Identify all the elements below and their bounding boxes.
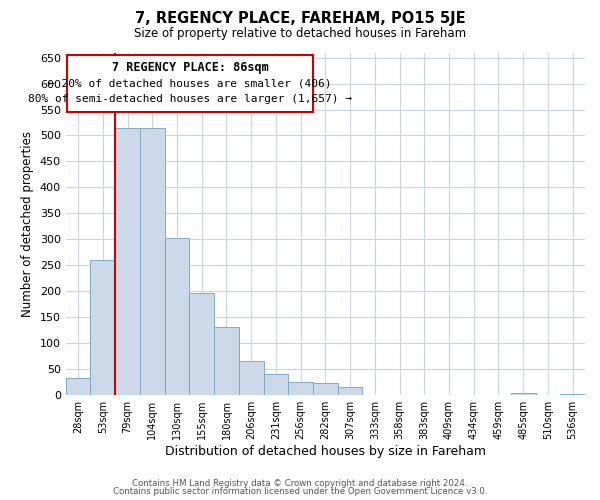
Bar bbox=[190, 292, 214, 394]
Bar bbox=[313, 384, 338, 394]
Text: 7, REGENCY PLACE, FAREHAM, PO15 5JE: 7, REGENCY PLACE, FAREHAM, PO15 5JE bbox=[134, 11, 466, 26]
Bar bbox=[511, 393, 536, 394]
Y-axis label: Number of detached properties: Number of detached properties bbox=[21, 130, 34, 316]
Bar bbox=[338, 387, 362, 394]
Bar bbox=[66, 378, 91, 394]
Text: 7 REGENCY PLACE: 86sqm: 7 REGENCY PLACE: 86sqm bbox=[112, 62, 268, 74]
Bar bbox=[239, 361, 263, 394]
X-axis label: Distribution of detached houses by size in Fareham: Distribution of detached houses by size … bbox=[165, 444, 486, 458]
Bar bbox=[140, 128, 164, 394]
Bar bbox=[164, 238, 190, 394]
Text: ← 20% of detached houses are smaller (406): ← 20% of detached houses are smaller (40… bbox=[48, 78, 332, 88]
Text: Contains public sector information licensed under the Open Government Licence v3: Contains public sector information licen… bbox=[113, 487, 487, 496]
Bar bbox=[91, 260, 115, 394]
Text: Contains HM Land Registry data © Crown copyright and database right 2024.: Contains HM Land Registry data © Crown c… bbox=[132, 478, 468, 488]
Bar bbox=[263, 374, 288, 394]
Bar bbox=[67, 55, 313, 112]
Text: Size of property relative to detached houses in Fareham: Size of property relative to detached ho… bbox=[134, 28, 466, 40]
Bar bbox=[115, 128, 140, 394]
Text: 80% of semi-detached houses are larger (1,657) →: 80% of semi-detached houses are larger (… bbox=[28, 94, 352, 104]
Bar bbox=[288, 382, 313, 394]
Bar bbox=[214, 328, 239, 394]
